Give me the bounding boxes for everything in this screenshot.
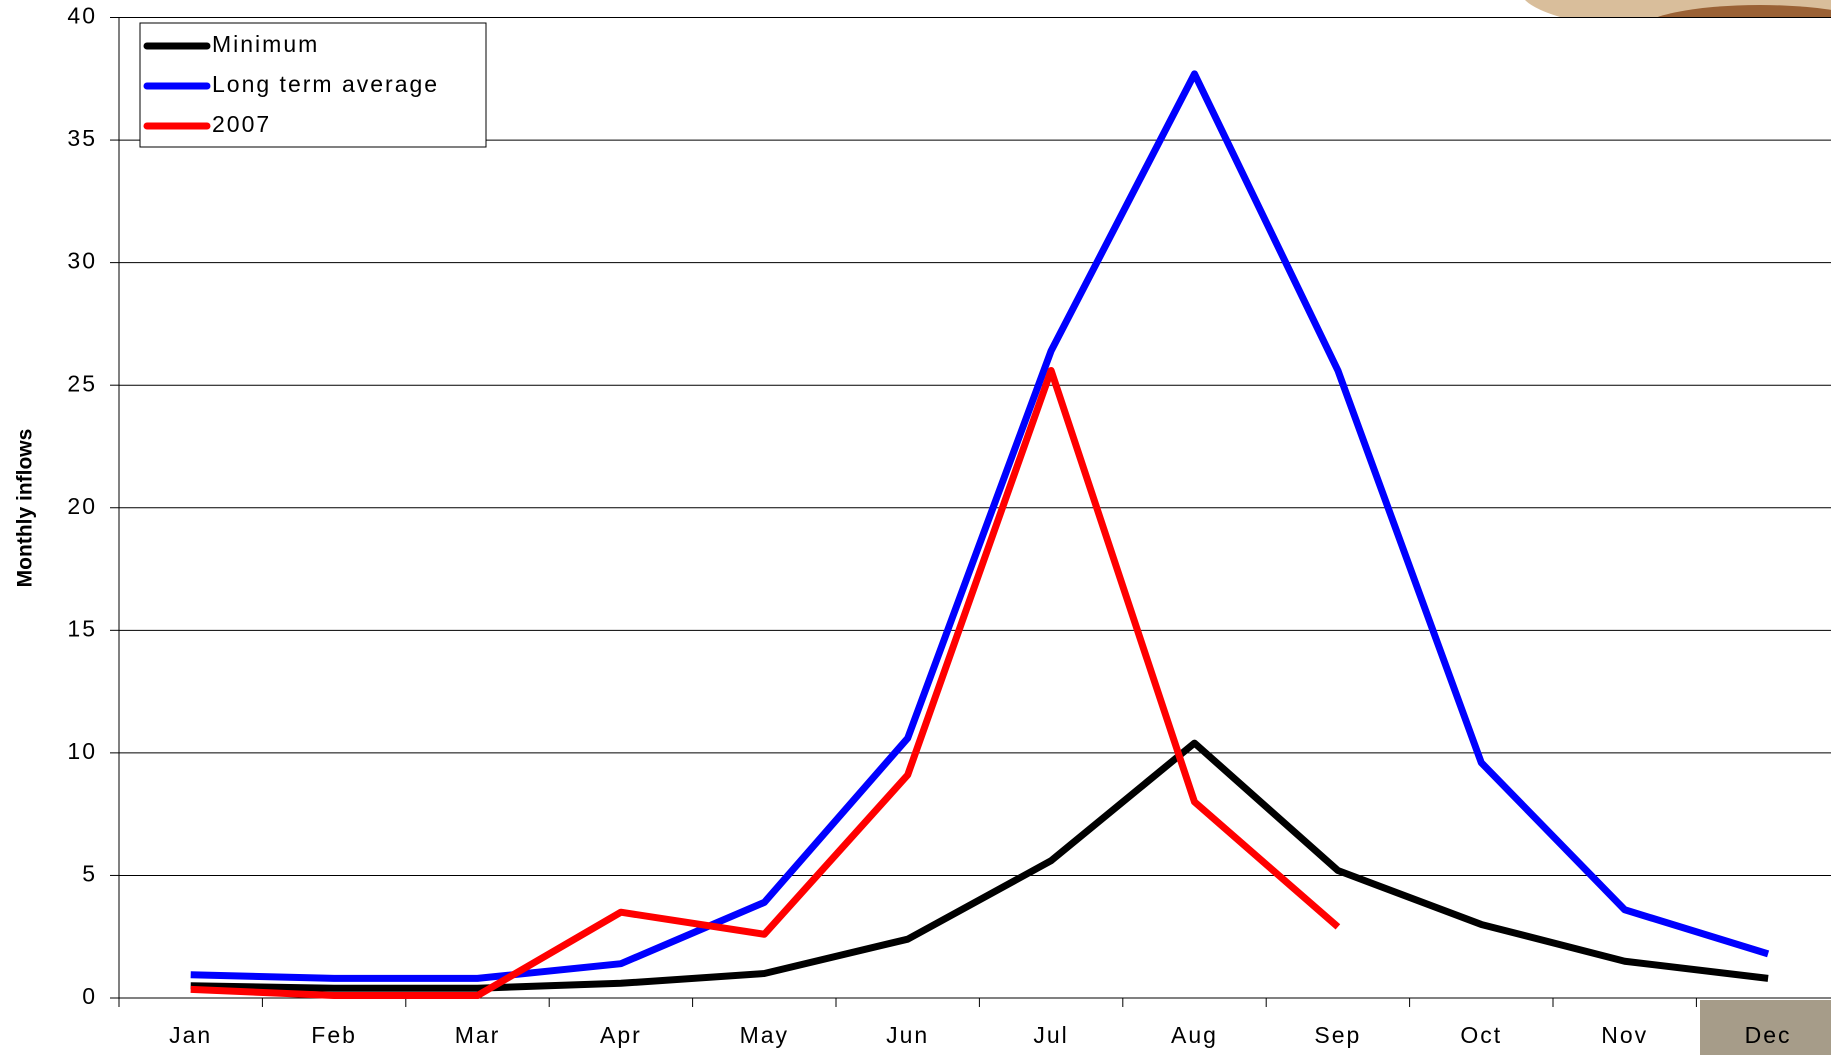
x-tick-label: Feb [311, 1022, 357, 1048]
x-tick-label: Sep [1314, 1022, 1361, 1048]
y-axis-label: Monthly inflows [14, 429, 37, 588]
y-tick-label: 20 [67, 493, 97, 519]
chart: Monthly inflows 0 5 10 15 20 25 30 35 40 Jan Feb Ma… [0, 0, 1831, 1055]
x-tick-label: Jul [1033, 1022, 1068, 1048]
x-tick-label: Mar [455, 1022, 501, 1048]
x-tick-label: Jan [169, 1022, 212, 1048]
x-tick-label: Apr [600, 1022, 642, 1048]
legend-label: Minimum [212, 31, 319, 57]
x-tick-label: May [740, 1022, 789, 1048]
y-tick-label: 10 [67, 738, 97, 764]
x-tick-label: Oct [1460, 1022, 1502, 1048]
y-tick-label: 25 [67, 370, 97, 396]
x-tick-label: Aug [1171, 1022, 1218, 1048]
y-tick-label: 0 [82, 983, 97, 1009]
legend-label: Long term average [212, 71, 439, 97]
y-tick-label: 30 [67, 248, 97, 274]
y-tick-label: 35 [67, 125, 97, 151]
y-tick-label: 40 [67, 3, 97, 29]
x-tick-label: Nov [1601, 1022, 1648, 1048]
x-tick-label: Jun [886, 1022, 929, 1048]
y-tick-label: 15 [67, 615, 97, 641]
y-tick-label: 5 [82, 861, 97, 887]
x-tick-label: Dec [1745, 1022, 1792, 1048]
legend-label: 2007 [212, 111, 271, 137]
